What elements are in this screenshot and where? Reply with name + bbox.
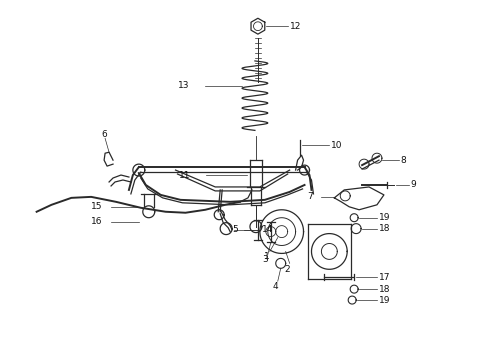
Text: 3: 3 <box>262 255 268 264</box>
Text: 2: 2 <box>285 265 290 274</box>
Text: 4: 4 <box>273 282 278 291</box>
Text: 12: 12 <box>290 22 301 31</box>
Text: 9: 9 <box>411 180 416 189</box>
Text: 16: 16 <box>91 217 103 226</box>
Text: 19: 19 <box>379 296 391 305</box>
Text: 18: 18 <box>379 224 391 233</box>
Text: 7: 7 <box>308 192 313 201</box>
Text: 10: 10 <box>331 141 343 150</box>
Text: 18: 18 <box>379 285 391 294</box>
Text: 17: 17 <box>379 273 391 282</box>
Text: 11: 11 <box>178 171 190 180</box>
Text: 15: 15 <box>91 202 103 211</box>
Text: 19: 19 <box>379 213 391 222</box>
Text: 5: 5 <box>232 225 238 234</box>
Text: 13: 13 <box>177 81 189 90</box>
Text: 8: 8 <box>401 156 407 165</box>
Text: 1: 1 <box>264 252 270 261</box>
Text: 6: 6 <box>101 130 107 139</box>
Text: 14: 14 <box>262 225 273 234</box>
